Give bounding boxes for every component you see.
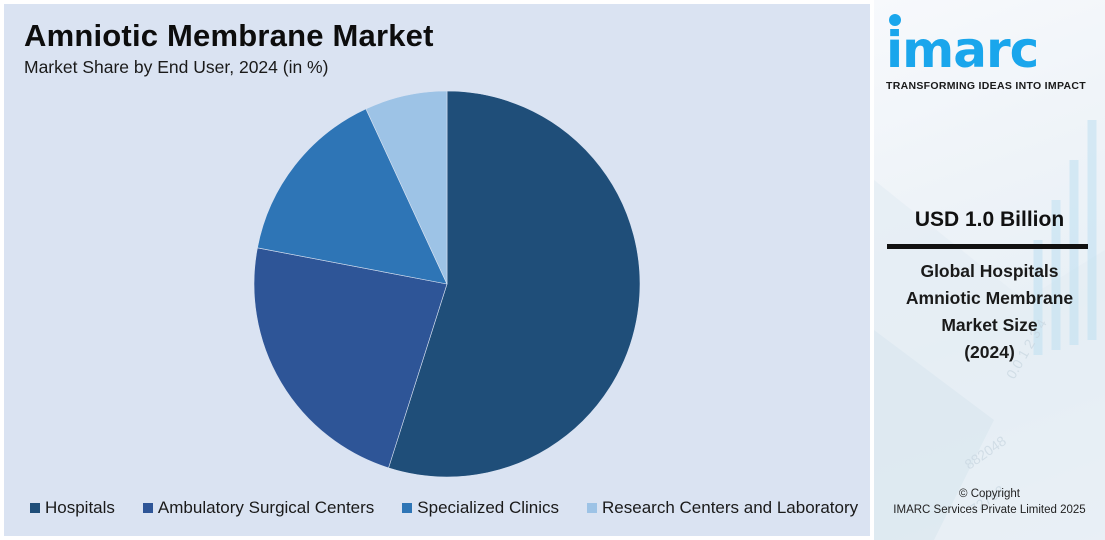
legend-label: Ambulatory Surgical Centers	[157, 498, 375, 517]
pie-chart	[253, 90, 641, 478]
chart-title: Amniotic Membrane Market	[24, 18, 434, 53]
divider	[887, 244, 1088, 249]
market-desc-line: (2024)	[964, 342, 1015, 362]
legend-swatch-icon	[30, 503, 40, 513]
market-desc-line: Amniotic Membrane	[905, 288, 1074, 308]
legend-item-specialized-clinics: Specialized Clinics	[402, 498, 559, 518]
legend-item-research-centers: Research Centers and Laboratory	[587, 498, 858, 518]
imarc-logo: imarc TRANSFORMING IDEAS INTO IMPACT	[886, 14, 1096, 92]
legend-swatch-icon	[587, 503, 598, 513]
legend-label: Research Centers and Laboratory	[602, 498, 859, 517]
legend-swatch-icon	[402, 503, 413, 513]
legend-item-hospitals: Hospitals	[30, 498, 115, 518]
background-chart-decoration-icon: 0.0 1 2 3 4 882048 72768	[874, 120, 1105, 540]
copyright-line: IMARC Services Private Limited 2025	[893, 504, 1086, 516]
logo-text: imarc	[886, 21, 1039, 79]
chart-subtitle: Market Share by End User, 2024 (in %)	[24, 57, 329, 77]
market-desc-line: Market Size	[941, 315, 1038, 335]
legend-swatch-icon	[142, 503, 153, 513]
market-value: USD 1.0 Billion	[914, 208, 1065, 231]
legend-label: Specialized Clinics	[417, 498, 560, 517]
pie-slice-ambulatory-surgical-centers	[253, 247, 448, 469]
market-desc-line: Global Hospitals	[920, 261, 1059, 281]
pie-slice-research-centers-and-laboratory	[365, 90, 448, 285]
chart-panel: Amniotic Membrane Market Market Share by…	[4, 4, 870, 536]
legend-item-ambulatory-surgical-centers: Ambulatory Surgical Centers	[142, 498, 375, 518]
copyright-line: © Copyright	[959, 488, 1020, 500]
chart-legend: Hospitals Ambulatory Surgical Centers Sp…	[30, 497, 858, 519]
logo-dot-icon	[889, 14, 901, 26]
info-side-panel: 0.0 1 2 3 4 882048 72768 imarc TRANSFORM…	[874, 0, 1105, 540]
market-description: Global Hospitals Amniotic Membrane Marke…	[874, 258, 1105, 366]
pie-slice-hospitals	[388, 90, 641, 478]
logo-tagline: TRANSFORMING IDEAS INTO IMPACT	[886, 80, 1086, 92]
logo-wordmark: imarc	[886, 14, 1096, 78]
copyright-notice: © Copyright IMARC Services Private Limit…	[874, 486, 1105, 518]
legend-label: Hospitals	[45, 498, 115, 517]
pie-slice-specialized-clinics	[257, 108, 448, 285]
